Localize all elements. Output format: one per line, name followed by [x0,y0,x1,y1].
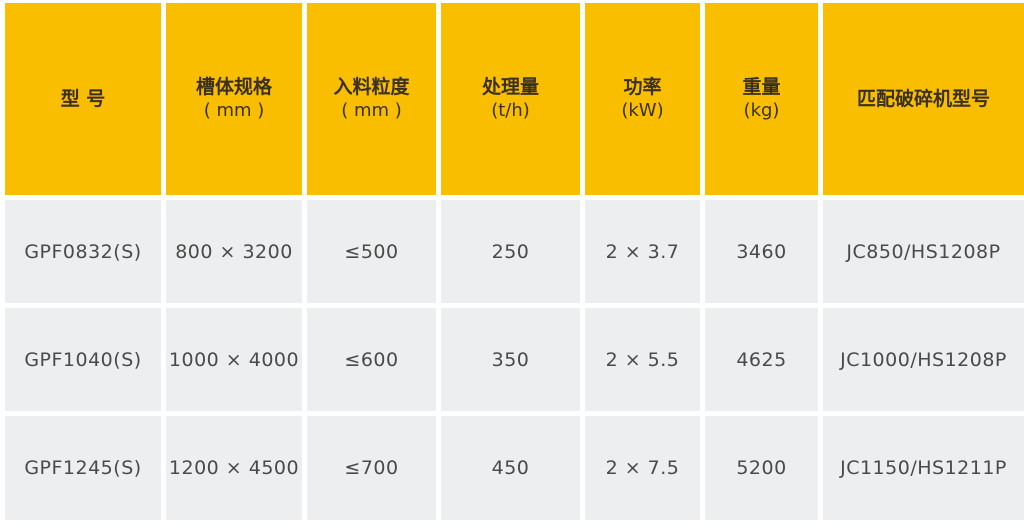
header-cell: 重量 (kg) [705,3,818,195]
table-cell: ≤700 [307,416,436,520]
table-cell: 250 [441,200,580,303]
table-cell: 2 × 5.5 [585,308,700,411]
spec-table: 型 号槽体规格( mm ) 入料粒度( mm ) 处理量 (t/h) 功率 (kW) 重量(… [5,3,1024,520]
header-title: 重量 [742,76,781,98]
header-title: 槽体规格 [195,76,272,98]
header-cell: 入料粒度( mm ) [307,3,436,195]
table-cell: JC1000/HS1208P [823,308,1024,411]
table-cell: JC1150/HS1211P [823,416,1024,520]
table-cell: ≤500 [307,200,436,303]
header-unit: ( mm ) [341,100,402,121]
header-cell: 功率 (kW) [585,3,700,195]
table-cell: 800 × 3200 [166,200,302,303]
table-cell: GPF1245(S) [5,416,161,520]
table-cell: 3460 [705,200,818,303]
table-cell: ≤600 [307,308,436,411]
table-cell: GPF1040(S) [5,308,161,411]
table-cell: 350 [441,308,580,411]
header-cell: 型 号 [5,3,161,195]
header-title: 入料粒度 [333,76,410,98]
header-cell: 匹配破碎机型号 [823,3,1024,195]
header-title: 功率 [623,76,662,98]
header-unit: (kg) [743,100,780,121]
header-unit: ( mm ) [203,100,265,121]
table-cell: 2 × 3.7 [585,200,700,303]
table-cell: 1000 × 4000 [166,308,302,411]
header-title: 匹配破碎机型号 [856,88,990,110]
table-cell: 450 [441,416,580,520]
header-unit: (t/h) [491,100,530,121]
table-cell: JC850/HS1208P [823,200,1024,303]
table-cell: 5200 [705,416,818,520]
header-title: 处理量 [481,76,539,98]
header-cell: 槽体规格( mm ) [166,3,302,195]
table-cell: 2 × 7.5 [585,416,700,520]
table-cell: GPF0832(S) [5,200,161,303]
header-title: 型 号 [60,88,106,110]
header-unit: (kW) [621,100,664,121]
table-cell: 1200 × 4500 [166,416,302,520]
header-cell: 处理量 (t/h) [441,3,580,195]
table-cell: 4625 [705,308,818,411]
